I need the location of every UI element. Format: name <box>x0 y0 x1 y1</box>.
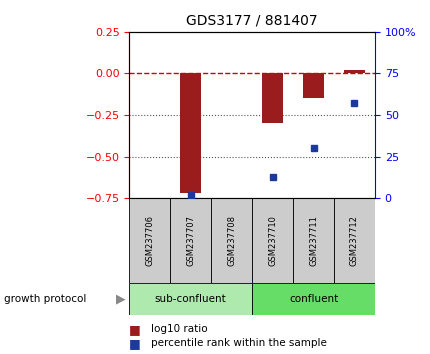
Text: confluent: confluent <box>288 294 338 304</box>
Text: GSM237706: GSM237706 <box>145 215 154 266</box>
Bar <box>211 198 252 283</box>
Text: ■: ■ <box>129 337 145 350</box>
Bar <box>344 70 364 74</box>
Bar <box>303 74 323 98</box>
Bar <box>333 198 374 283</box>
Bar <box>129 198 170 283</box>
Title: GDS3177 / 881407: GDS3177 / 881407 <box>186 14 317 28</box>
Bar <box>252 283 374 315</box>
Text: log10 ratio: log10 ratio <box>150 324 207 334</box>
Bar <box>129 283 252 315</box>
Text: GSM237710: GSM237710 <box>267 215 276 266</box>
Bar <box>170 198 211 283</box>
Bar <box>252 198 292 283</box>
Bar <box>262 74 282 124</box>
Text: GSM237711: GSM237711 <box>308 215 317 266</box>
Text: sub-confluent: sub-confluent <box>154 294 226 304</box>
Text: GSM237712: GSM237712 <box>349 215 358 266</box>
Bar <box>292 198 333 283</box>
Text: percentile rank within the sample: percentile rank within the sample <box>150 338 326 348</box>
Bar <box>180 74 200 193</box>
Text: growth protocol: growth protocol <box>4 294 86 304</box>
Text: GSM237707: GSM237707 <box>186 215 195 266</box>
Text: ■: ■ <box>129 323 145 336</box>
Text: GSM237708: GSM237708 <box>227 215 236 266</box>
Text: ▶: ▶ <box>116 293 126 306</box>
